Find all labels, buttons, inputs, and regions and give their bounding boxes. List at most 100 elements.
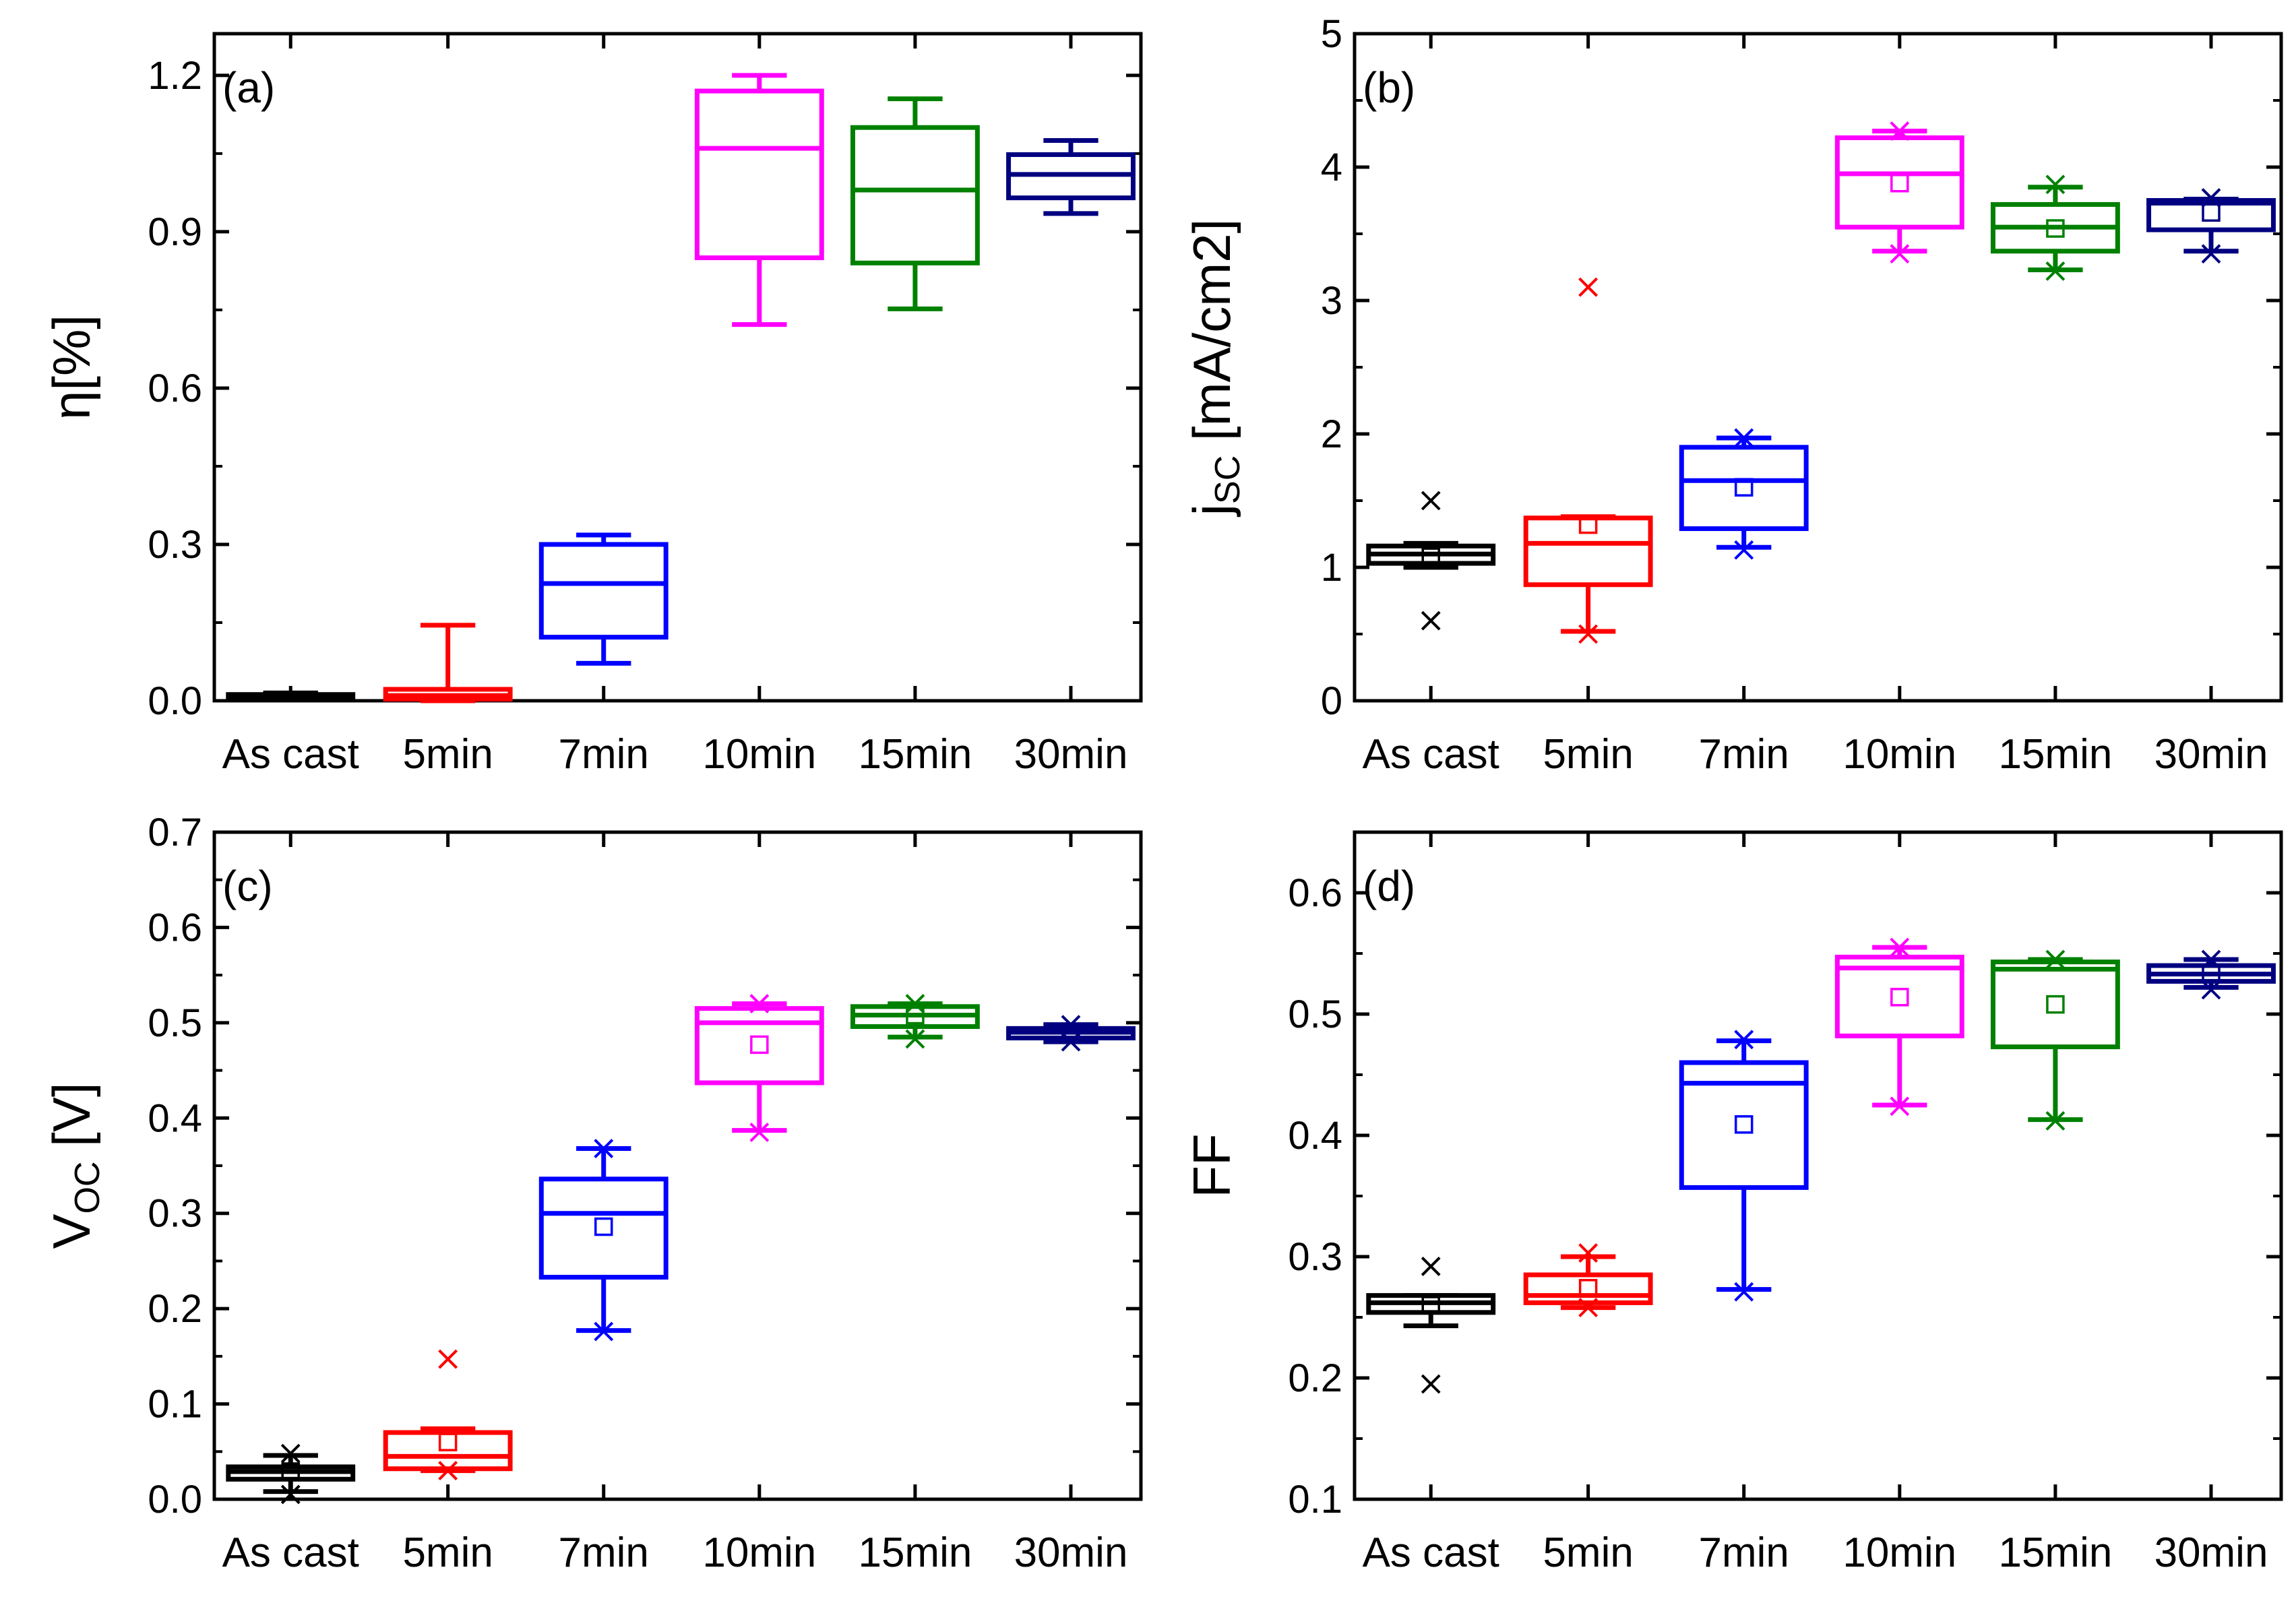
box-body — [1523, 515, 1653, 588]
box-5min — [1523, 1243, 1653, 1318]
box-5min — [1523, 277, 1653, 644]
outlier-marker — [2045, 261, 2066, 281]
outlier-stroke-2 — [438, 1461, 458, 1480]
outlier-marker — [1421, 491, 1441, 511]
x-tick-label: 10min — [702, 731, 816, 778]
y-tick-label: 0.1 — [1288, 1478, 1342, 1521]
outlier-marker — [1890, 1096, 1910, 1117]
outlier-marker — [1061, 1032, 1081, 1052]
panel-2: 0 1 2 3 4 5 As cast 5min 7min 10min 15min 30min (b) j… — [1182, 12, 2283, 778]
outlier-stroke-2 — [1421, 1374, 1441, 1394]
x-tick-label: 10min — [1842, 1530, 1956, 1576]
box-7min — [1679, 428, 1809, 560]
mean-marker — [906, 1005, 925, 1025]
panel-1: 0.0 0.3 0.6 0.9 1.2 As cast 5min 7min 10min 15min… — [42, 32, 1143, 778]
box-10min — [694, 73, 824, 327]
outlier-marker — [1734, 1282, 1754, 1302]
panel-label: (a) — [222, 63, 275, 112]
mean-marker — [594, 1217, 613, 1236]
outlier-marker — [749, 1123, 770, 1142]
mean-marker — [2046, 219, 2065, 238]
y-axis-label-main: V — [42, 1214, 101, 1249]
x-tick-label: 30min — [2154, 731, 2268, 778]
x-tick-label: 15min — [858, 731, 972, 778]
outlier-stroke-2 — [1734, 1030, 1754, 1050]
mean-marker — [2202, 964, 2221, 984]
mean-marker — [2046, 995, 2065, 1014]
mean-marker — [1890, 988, 1909, 1007]
box-as-cast — [226, 1443, 356, 1505]
outlier-stroke-2 — [2201, 949, 2221, 970]
x-tick-label: 30min — [1014, 1530, 1128, 1576]
y-tick-label: 3 — [1321, 279, 1342, 323]
box-body — [1834, 135, 1964, 230]
y-axis-label-main: FF — [1182, 1133, 1241, 1197]
x-tick-label: 5min — [1543, 1530, 1633, 1576]
outlier-marker — [905, 1029, 925, 1049]
outlier-marker — [1578, 1298, 1599, 1318]
panel-label: (b) — [1363, 63, 1415, 112]
mean-marker — [750, 1035, 769, 1055]
outlier-marker — [1578, 277, 1599, 297]
box-7min — [538, 1139, 669, 1342]
outlier-stroke-2 — [594, 1139, 614, 1158]
outlier-marker — [438, 1349, 458, 1369]
outlier-stroke-2 — [1890, 121, 1910, 141]
mean-marker — [1734, 478, 1754, 497]
box-as-cast — [1366, 1256, 1496, 1394]
outlier-marker — [2201, 949, 2221, 970]
outlier-marker — [2201, 980, 2221, 1000]
outlier-stroke-2 — [905, 1029, 925, 1049]
mean-marker — [1578, 515, 1598, 534]
outlier-stroke-2 — [1890, 937, 1910, 957]
x-tick-label: 10min — [1842, 731, 1956, 778]
outlier-marker — [1421, 1374, 1441, 1394]
y-tick-label: 1 — [1321, 546, 1342, 590]
outlier-stroke-2 — [749, 994, 770, 1013]
box-body — [694, 1006, 824, 1086]
box-15min — [1990, 949, 2120, 1131]
box-10min — [694, 994, 824, 1142]
box-10min — [1834, 121, 1964, 264]
outlier-stroke-2 — [1421, 491, 1441, 511]
outlier-stroke-2 — [1061, 1015, 1081, 1035]
y-axis-label-unit: [mA/cm2] — [1182, 219, 1241, 455]
outlier-stroke-2 — [1890, 244, 1910, 264]
mean-marker — [2202, 203, 2221, 222]
outlier-marker — [905, 994, 925, 1013]
y-axis-label-sub: OC — [68, 1162, 107, 1214]
x-tick-label: As cast — [222, 1530, 359, 1576]
box-7min — [538, 532, 669, 666]
outlier-marker — [2045, 175, 2066, 195]
y-tick-label: 5 — [1321, 12, 1342, 56]
panel-label: (d) — [1363, 862, 1415, 910]
mean-marker — [438, 1433, 458, 1451]
outlier-stroke-2 — [438, 1349, 458, 1369]
outlier-stroke-2 — [2045, 175, 2066, 195]
plot-frame — [212, 830, 1143, 1501]
x-tick-label: 5min — [402, 1530, 493, 1576]
box-body — [1990, 960, 2120, 1050]
x-tick-label: 15min — [1998, 731, 2112, 778]
outlier-marker — [1734, 1030, 1754, 1050]
outlier-marker — [1578, 624, 1599, 644]
y-tick-label: 0 — [1321, 679, 1342, 723]
y-tick-label: 4 — [1321, 146, 1342, 189]
y-tick-label: 0.0 — [148, 1478, 202, 1521]
outlier-stroke-2 — [1578, 1243, 1599, 1263]
y-tick-label: 0.3 — [148, 523, 202, 567]
x-tick-label: 30min — [2154, 1530, 2268, 1576]
box-5min — [383, 623, 513, 703]
outlier-stroke-2 — [594, 1321, 614, 1342]
box-as-cast — [1366, 491, 1496, 631]
y-tick-label: 0.5 — [148, 1001, 202, 1045]
box-30min — [2146, 188, 2276, 264]
y-tick-label: 0.7 — [148, 811, 202, 854]
box-body — [1679, 445, 1809, 532]
outlier-stroke-2 — [749, 1123, 770, 1142]
outlier-stroke-2 — [1421, 1256, 1441, 1276]
mean-marker — [1734, 1115, 1754, 1134]
outlier-marker — [280, 1484, 301, 1505]
mean-marker — [281, 1462, 300, 1481]
